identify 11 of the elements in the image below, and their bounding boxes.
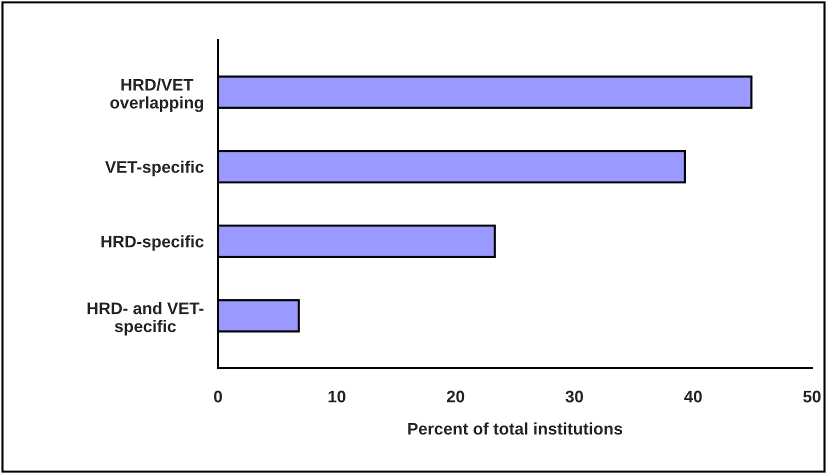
x-tick-label: 40 xyxy=(684,390,702,402)
y-tick-label: VET-specific xyxy=(105,160,204,176)
x-tick-label: 50 xyxy=(803,390,821,402)
y-tick-label: HRD-specific xyxy=(102,235,204,251)
x-tick-label: 10 xyxy=(328,390,346,402)
x-axis-title: Percent of total institutions xyxy=(408,422,622,435)
x-tick-label: 30 xyxy=(566,390,583,402)
y-tick-label: HRD/VET overlapping xyxy=(110,78,204,112)
x-tick-label: 0 xyxy=(214,390,222,402)
x-tick-label: 20 xyxy=(446,390,464,402)
y-tick-label: HRD- and VET- specific xyxy=(88,302,204,336)
